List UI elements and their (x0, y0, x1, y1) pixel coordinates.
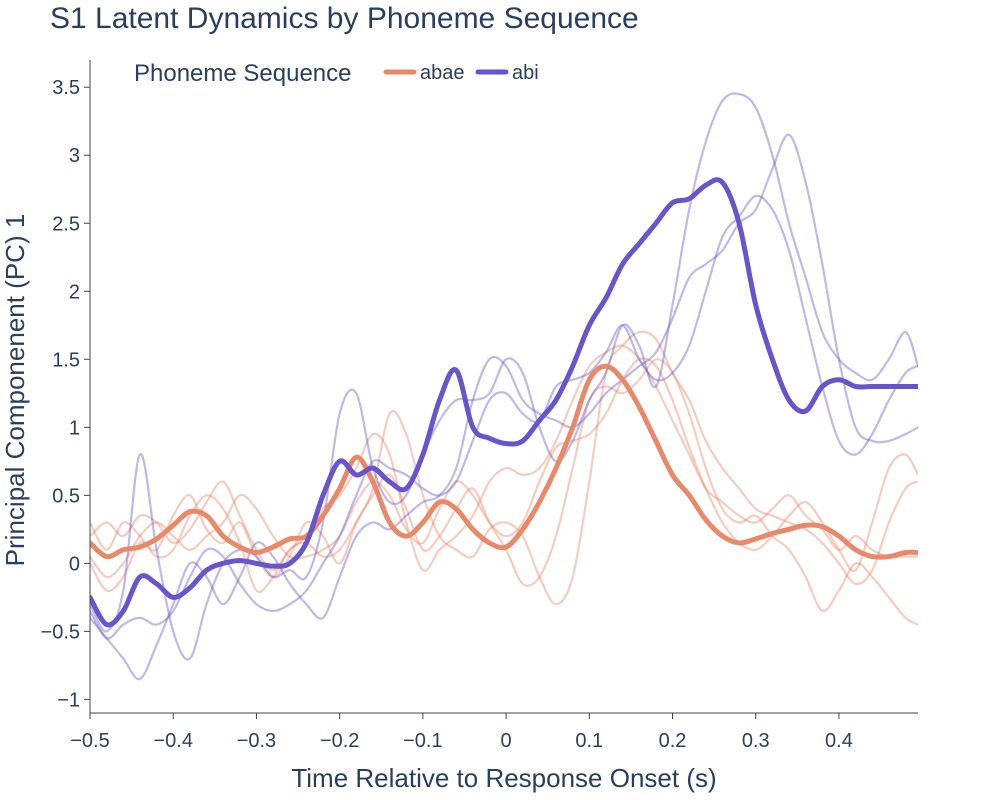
legend-title: Phoneme Sequence (134, 60, 352, 87)
y-tick-label: 2.5 (52, 213, 80, 235)
legend-label-abi: abi (512, 62, 539, 84)
y-tick-label: 2 (69, 281, 80, 303)
trial-line-abae-1 (90, 344, 918, 572)
x-tick-label: 0.3 (742, 730, 770, 752)
trial-line-abae-2 (90, 330, 918, 606)
mean-lines (90, 177, 918, 628)
x-tick-label: −0.5 (70, 730, 109, 752)
trial-line-abi-2 (90, 133, 918, 681)
y-tick-label: 1 (69, 417, 80, 439)
legend-label-abae: abae (420, 62, 465, 84)
trial-line-abae-3 (90, 358, 918, 626)
x-tick-label: 0.4 (825, 730, 853, 752)
y-tick-label: 0 (69, 553, 80, 575)
x-tick-label: 0.1 (575, 730, 603, 752)
trial-line-abi-1 (90, 92, 918, 661)
y-tick-label: −1 (57, 689, 80, 711)
y-tick-label: 0.5 (52, 485, 80, 507)
y-tick-label: 3 (69, 145, 80, 167)
y-tick-label: 3.5 (52, 77, 80, 99)
legend: Phoneme Sequence abae abi (134, 60, 539, 87)
chart-title: S1 Latent Dynamics by Phoneme Sequence (50, 2, 639, 35)
trial-line-abi-3 (90, 194, 918, 640)
y-axis-title: Principal Componenent (PC) 1 (0, 214, 30, 567)
x-tick-label: 0 (501, 730, 512, 752)
x-axis-ticks: −0.5 −0.4 −0.3 −0.2 −0.1 0 0.1 0.2 0.3 0.4 (70, 713, 853, 752)
trial-line-abae-4 (90, 357, 918, 579)
x-tick-label: −0.1 (403, 730, 442, 752)
x-axis-title: Time Relative to Response Onset (s) (291, 763, 716, 793)
x-tick-label: −0.3 (237, 730, 276, 752)
y-axis-ticks: −1 −0.5 0 0.5 1 1.5 2 2.5 3 3.5 (41, 77, 90, 711)
x-tick-label: −0.4 (153, 730, 192, 752)
x-tick-label: 0.2 (659, 730, 687, 752)
trial-lines (90, 92, 918, 681)
series-line-abae (90, 363, 918, 560)
x-tick-label: −0.2 (320, 730, 359, 752)
y-tick-label: −0.5 (41, 621, 80, 643)
y-tick-label: 1.5 (52, 349, 80, 371)
series-line-abi (90, 177, 918, 628)
